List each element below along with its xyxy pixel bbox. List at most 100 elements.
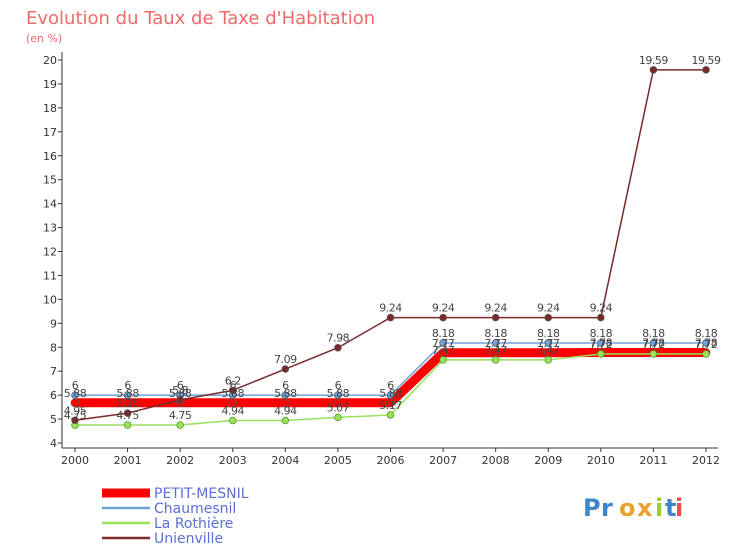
data-label: 8.18 xyxy=(484,327,507,340)
data-point xyxy=(439,313,447,322)
data-label: 6 xyxy=(124,379,131,392)
data-label: 7.47 xyxy=(537,344,560,357)
data-point xyxy=(176,396,184,404)
data-point xyxy=(439,339,447,347)
data-point xyxy=(649,66,658,74)
data-point xyxy=(702,66,710,74)
y-tick-label: 18 xyxy=(43,102,57,115)
data-point xyxy=(334,413,342,422)
data-point xyxy=(544,356,552,364)
y-tick-label: 19 xyxy=(43,78,57,91)
data-label: 4.75 xyxy=(169,409,192,422)
x-tick-label: 2010 xyxy=(587,454,615,467)
data-label: 5.88 xyxy=(379,387,402,400)
data-point xyxy=(281,365,290,373)
data-point xyxy=(491,339,500,347)
data-point xyxy=(597,350,605,358)
data-point xyxy=(386,391,395,399)
data-label: 7.78 xyxy=(590,337,613,350)
data-point xyxy=(71,416,79,425)
y-tick-label: 14 xyxy=(43,198,57,211)
y-tick-label: 6 xyxy=(50,389,57,402)
data-point xyxy=(334,391,342,399)
x-tick-label: 2004 xyxy=(271,454,299,467)
data-point xyxy=(544,339,552,347)
data-label: 4.94 xyxy=(274,404,297,417)
data-label: 5.88 xyxy=(169,387,192,400)
data-label: 8.18 xyxy=(537,327,560,340)
data-point xyxy=(491,313,500,322)
y-tick-label: 11 xyxy=(43,269,57,282)
y-tick-label: 10 xyxy=(43,293,57,306)
data-label: 19.59 xyxy=(692,54,721,67)
data-point xyxy=(334,343,342,352)
data-label: 5.8 xyxy=(172,384,188,397)
x-tick-label: 2007 xyxy=(429,454,457,467)
data-point xyxy=(229,386,237,395)
data-point xyxy=(386,313,395,322)
logo-letter: i xyxy=(675,494,683,522)
data-point xyxy=(123,391,132,399)
data-label: 19.59 xyxy=(639,54,668,67)
data-point xyxy=(71,391,79,399)
data-label: 6 xyxy=(387,379,394,392)
data-point xyxy=(439,356,447,364)
data-label: 6 xyxy=(72,379,79,392)
y-tick-label: 20 xyxy=(43,54,57,67)
data-point xyxy=(281,416,290,425)
y-tick-label: 15 xyxy=(43,174,57,187)
x-tick-label: 2000 xyxy=(61,454,89,467)
data-label: 9.24 xyxy=(590,302,613,315)
chart-subtitle: (en %) xyxy=(26,32,62,45)
data-label: 7.72 xyxy=(642,338,665,351)
data-label: 9.24 xyxy=(484,302,507,315)
data-label: 4.75 xyxy=(116,409,139,422)
legend-entry: PETIT-MESNIL xyxy=(154,486,249,502)
data-point xyxy=(123,421,132,429)
x-tick-label: 2008 xyxy=(482,454,510,467)
data-label: 7.47 xyxy=(484,344,507,357)
legend-entry: Chaumesnil xyxy=(154,501,236,517)
logo-letter: t xyxy=(665,494,676,522)
logo-letter: P xyxy=(583,494,601,522)
data-point xyxy=(281,391,290,399)
logo-letter: x xyxy=(637,494,653,522)
chart-title: Evolution du Taux de Taxe d'Habitation xyxy=(26,8,375,29)
data-point xyxy=(123,409,132,417)
data-label: 5.88 xyxy=(64,387,87,400)
data-label: 5.25 xyxy=(116,397,139,410)
y-tick-label: 17 xyxy=(43,126,57,139)
x-tick-label: 2006 xyxy=(377,454,405,467)
data-label: 9.24 xyxy=(379,302,402,315)
data-label: 5.07 xyxy=(327,401,350,414)
x-tick-label: 2001 xyxy=(114,454,142,467)
x-tick-label: 2009 xyxy=(534,454,562,467)
y-tick-label: 7 xyxy=(50,365,57,378)
data-label: 4.75 xyxy=(64,409,87,422)
data-label: 8.18 xyxy=(432,327,455,340)
data-label: 6 xyxy=(335,379,342,392)
data-label: 7.77 xyxy=(537,337,560,350)
data-label: 7.77 xyxy=(432,337,455,350)
data-label: 7.72 xyxy=(695,338,718,351)
data-label: 7.09 xyxy=(274,353,297,366)
data-point xyxy=(491,356,500,364)
data-point xyxy=(702,350,710,358)
data-label: 6.2 xyxy=(225,374,241,387)
data-label: 9.24 xyxy=(537,302,560,315)
legend-entry: La Rothière xyxy=(154,516,233,532)
y-tick-label: 16 xyxy=(43,150,57,163)
data-label: 7.78 xyxy=(695,337,718,350)
y-tick-label: 13 xyxy=(43,222,57,235)
data-label: 7.78 xyxy=(642,337,665,350)
y-tick-label: 12 xyxy=(43,246,57,259)
data-label: 5.88 xyxy=(274,387,297,400)
data-label: 8.18 xyxy=(695,327,718,340)
logo-letter: o xyxy=(619,494,636,522)
data-label: 7.72 xyxy=(590,338,613,351)
data-label: 4.95 xyxy=(64,404,87,417)
data-label: 9.24 xyxy=(432,302,455,315)
